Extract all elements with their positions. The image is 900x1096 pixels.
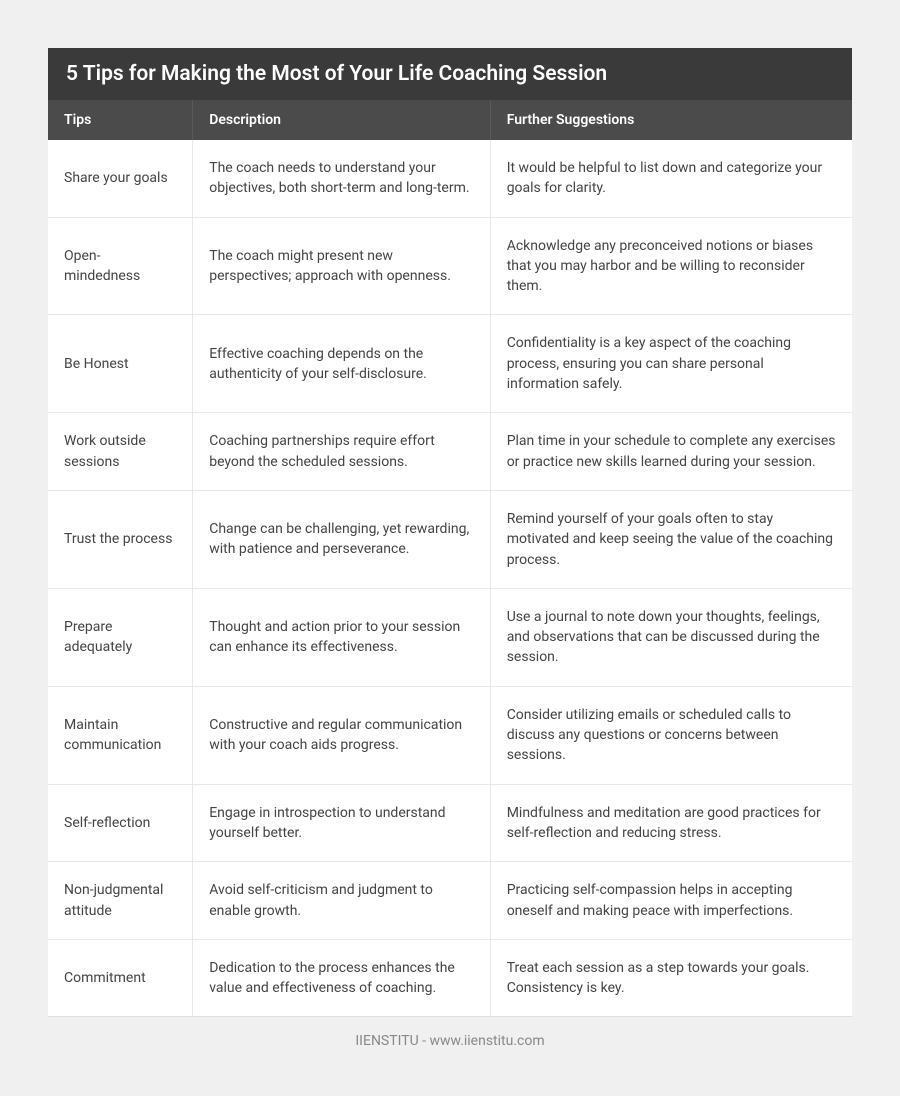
- column-header-description: Description: [193, 100, 490, 140]
- cell-tip: Maintain communication: [48, 686, 193, 784]
- column-header-tips: Tips: [48, 100, 193, 140]
- table-row: Self-reflection Engage in introspection …: [48, 784, 852, 862]
- table-row: Maintain communication Constructive and …: [48, 686, 852, 784]
- cell-tip: Open-mindedness: [48, 217, 193, 315]
- cell-tip: Self-reflection: [48, 784, 193, 862]
- cell-further: Use a journal to note down your thoughts…: [490, 588, 852, 686]
- tips-table: Tips Description Further Suggestions Sha…: [48, 100, 852, 1017]
- table-row: Be Honest Effective coaching depends on …: [48, 315, 852, 413]
- cell-tip: Work outside sessions: [48, 413, 193, 491]
- cell-description: Avoid self-criticism and judgment to ena…: [193, 862, 490, 940]
- cell-further: Treat each session as a step towards you…: [490, 939, 852, 1017]
- cell-tip: Trust the process: [48, 490, 193, 588]
- cell-further: Plan time in your schedule to complete a…: [490, 413, 852, 491]
- table-row: Work outside sessions Coaching partnersh…: [48, 413, 852, 491]
- table-container: 5 Tips for Making the Most of Your Life …: [48, 48, 852, 1049]
- cell-description: Thought and action prior to your session…: [193, 588, 490, 686]
- cell-description: Constructive and regular communication w…: [193, 686, 490, 784]
- cell-further: Confidentiality is a key aspect of the c…: [490, 315, 852, 413]
- cell-further: Mindfulness and meditation are good prac…: [490, 784, 852, 862]
- table-row: Share your goals The coach needs to unde…: [48, 140, 852, 217]
- cell-description: Effective coaching depends on the authen…: [193, 315, 490, 413]
- cell-description: Dedication to the process enhances the v…: [193, 939, 490, 1017]
- page-title: 5 Tips for Making the Most of Your Life …: [48, 48, 852, 100]
- cell-tip: Non-judgmental attitude: [48, 862, 193, 940]
- cell-tip: Be Honest: [48, 315, 193, 413]
- footer-attribution: IIENSTITU - www.iienstitu.com: [48, 1017, 852, 1049]
- cell-further: Acknowledge any preconceived notions or …: [490, 217, 852, 315]
- cell-tip: Prepare adequately: [48, 588, 193, 686]
- table-header-row: Tips Description Further Suggestions: [48, 100, 852, 140]
- cell-description: The coach needs to understand your objec…: [193, 140, 490, 217]
- table-row: Commitment Dedication to the process enh…: [48, 939, 852, 1017]
- cell-tip: Share your goals: [48, 140, 193, 217]
- cell-further: It would be helpful to list down and cat…: [490, 140, 852, 217]
- cell-description: The coach might present new perspectives…: [193, 217, 490, 315]
- column-header-further: Further Suggestions: [490, 100, 852, 140]
- table-row: Non-judgmental attitude Avoid self-criti…: [48, 862, 852, 940]
- table-row: Prepare adequately Thought and action pr…: [48, 588, 852, 686]
- table-row: Trust the process Change can be challeng…: [48, 490, 852, 588]
- cell-further: Practicing self-compassion helps in acce…: [490, 862, 852, 940]
- table-body: Share your goals The coach needs to unde…: [48, 140, 852, 1017]
- table-row: Open-mindedness The coach might present …: [48, 217, 852, 315]
- cell-description: Change can be challenging, yet rewarding…: [193, 490, 490, 588]
- cell-tip: Commitment: [48, 939, 193, 1017]
- cell-further: Consider utilizing emails or scheduled c…: [490, 686, 852, 784]
- cell-description: Coaching partnerships require effort bey…: [193, 413, 490, 491]
- cell-description: Engage in introspection to understand yo…: [193, 784, 490, 862]
- cell-further: Remind yourself of your goals often to s…: [490, 490, 852, 588]
